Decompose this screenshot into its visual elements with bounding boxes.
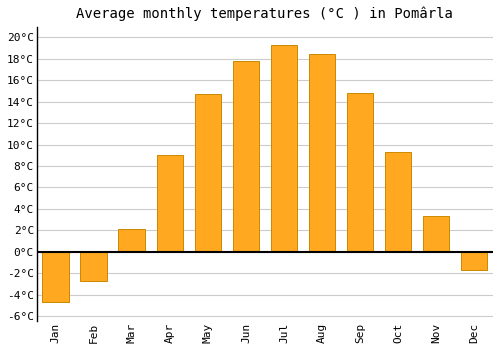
Bar bbox=[270, 45, 297, 252]
Bar bbox=[384, 152, 411, 252]
Bar bbox=[42, 252, 69, 302]
Title: Average monthly temperatures (°C ) in Pomârla: Average monthly temperatures (°C ) in Po… bbox=[76, 7, 454, 21]
Bar bbox=[156, 155, 183, 252]
Bar bbox=[460, 252, 487, 270]
Bar bbox=[80, 252, 107, 281]
Bar bbox=[194, 94, 221, 252]
Bar bbox=[422, 216, 450, 252]
Bar bbox=[118, 229, 145, 252]
Bar bbox=[346, 93, 374, 252]
Bar bbox=[232, 61, 259, 252]
Bar bbox=[308, 54, 335, 252]
